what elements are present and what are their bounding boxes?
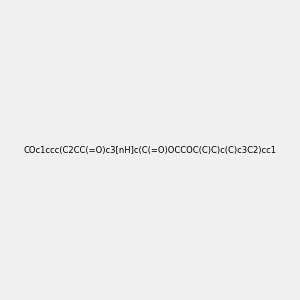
Text: COc1ccc(C2CC(=O)c3[nH]c(C(=O)OCCOC(C)C)c(C)c3C2)cc1: COc1ccc(C2CC(=O)c3[nH]c(C(=O)OCCOC(C)C)c… [23,146,277,154]
